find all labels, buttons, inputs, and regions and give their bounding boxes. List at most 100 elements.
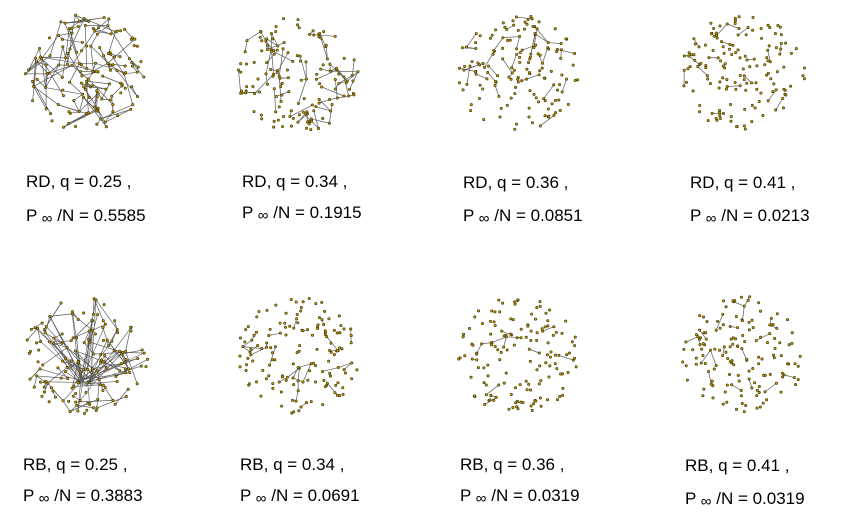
network-node (519, 336, 523, 340)
network-node (310, 103, 314, 107)
network-edge (265, 50, 272, 74)
p-suffix: /N = (491, 486, 528, 505)
network-edge (297, 114, 307, 123)
q-prefix: , q = (708, 456, 747, 475)
network-node (94, 61, 98, 65)
network-edge (87, 339, 89, 370)
network-node (757, 355, 761, 359)
network-node (745, 81, 749, 85)
network-node (744, 33, 748, 37)
network-node (559, 56, 563, 60)
network-graph (682, 15, 806, 131)
network-node (726, 357, 730, 361)
network-node (282, 115, 286, 119)
network-edge (271, 33, 279, 47)
network-node (516, 77, 520, 81)
network-node (306, 328, 310, 332)
network-node (515, 399, 519, 403)
network-edge (69, 33, 73, 49)
network-edge (521, 74, 540, 82)
network-edge (242, 339, 252, 347)
network-node (276, 69, 280, 73)
network-node (265, 37, 269, 41)
network-node (746, 26, 750, 30)
network-node (718, 326, 722, 330)
network-node (42, 328, 46, 332)
network-node (81, 92, 85, 96)
network-node (297, 349, 301, 353)
network-node (476, 366, 480, 370)
network-node (712, 34, 716, 38)
network-node (49, 386, 53, 390)
network-edge (81, 341, 113, 382)
network-node (252, 333, 256, 337)
network-node (775, 312, 779, 316)
caption-line-1: RB, q = 0.41 , (685, 457, 789, 474)
network-node (484, 383, 488, 387)
network-node (698, 343, 702, 347)
network-node (302, 97, 306, 101)
network-node (123, 367, 127, 371)
network-node (541, 329, 545, 333)
network-node (766, 23, 770, 27)
network-node (748, 295, 752, 299)
network-node (291, 362, 295, 366)
caption-line-2: P ∞ /N = 0.0213 (690, 207, 810, 226)
network-node (314, 77, 318, 81)
network-node (260, 39, 264, 43)
network-node (766, 59, 770, 63)
network-node (474, 47, 478, 51)
network-node (748, 65, 752, 69)
network-edge (131, 62, 145, 78)
network-node (489, 394, 493, 398)
network-edge (321, 86, 345, 97)
network-node (768, 26, 772, 30)
network-node (43, 331, 47, 335)
network-node (527, 71, 531, 75)
network-node (87, 19, 91, 23)
network-node (760, 36, 764, 40)
network-node (520, 79, 524, 83)
network-edge (242, 346, 251, 353)
network-node (264, 39, 268, 43)
network-node (82, 311, 86, 315)
network-node (703, 43, 707, 47)
network-edge (33, 86, 47, 110)
network-node (709, 21, 713, 25)
network-node (285, 68, 289, 72)
network-node (682, 84, 686, 88)
network-node (755, 87, 759, 91)
network-edge (65, 28, 70, 58)
network-node (111, 63, 115, 67)
network-edge (73, 100, 80, 112)
network-node (712, 26, 716, 30)
network-node (122, 360, 126, 364)
network-node (86, 368, 90, 372)
network-node (754, 81, 758, 85)
network-edge (322, 367, 339, 372)
network-edge (265, 73, 268, 85)
network-node (513, 300, 517, 304)
network-node (547, 114, 551, 118)
network-node (486, 374, 490, 378)
network-node (344, 81, 348, 85)
network-node (701, 354, 705, 358)
network-edge (45, 302, 62, 327)
network-edge (111, 85, 123, 97)
network-node (728, 360, 732, 364)
network-node (761, 113, 765, 117)
network-node (317, 101, 321, 105)
network-node (252, 92, 256, 96)
network-edge (79, 358, 138, 381)
network-edge (260, 31, 267, 42)
network-node (747, 328, 751, 332)
network-node (789, 84, 793, 88)
network-node (84, 112, 88, 116)
network-node (523, 20, 527, 24)
network-edge (58, 46, 64, 66)
network-node (740, 319, 744, 323)
network-node (518, 55, 522, 59)
network-node (722, 51, 726, 55)
network-node (309, 362, 313, 366)
network-edge (318, 99, 330, 104)
